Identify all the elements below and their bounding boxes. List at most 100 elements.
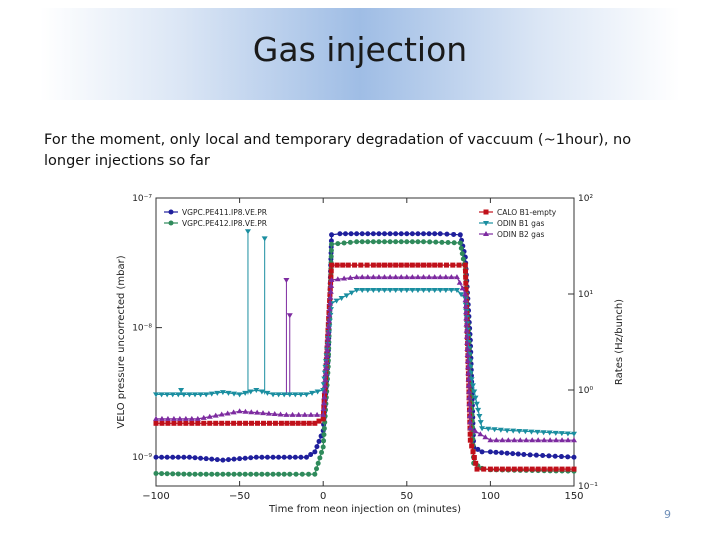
data-point [382, 231, 388, 237]
data-point [328, 282, 335, 288]
data-point [180, 392, 187, 398]
data-point [457, 240, 463, 246]
data-point [308, 452, 314, 458]
data-point [364, 288, 371, 294]
data-point [327, 294, 334, 300]
data-point [281, 454, 287, 460]
data-point [207, 420, 213, 426]
data-point [327, 298, 333, 304]
data-point [540, 453, 546, 459]
data-point [348, 231, 354, 237]
data-point [370, 262, 376, 268]
data-point [214, 471, 220, 477]
data-point [186, 454, 192, 460]
data-point [243, 420, 249, 426]
data-point [432, 231, 438, 237]
spike-marker [261, 236, 268, 242]
data-point [522, 429, 529, 435]
data-point [493, 449, 499, 455]
data-point [472, 428, 479, 434]
data-point [175, 471, 181, 477]
data-point [188, 415, 195, 421]
data-point [473, 460, 479, 466]
data-point [442, 288, 449, 294]
data-point [319, 449, 325, 455]
data-point [242, 455, 248, 461]
data-point [464, 345, 471, 351]
data-point [203, 392, 210, 398]
data-point [347, 239, 353, 245]
ticks-layer: −100 −50 0 50 100 150 10⁻⁹ 10⁻⁸ 10⁻⁷ 10⁻¹ 10⁰ 10¹ 10… [132, 194, 598, 502]
data-point [326, 312, 333, 318]
data-point [213, 420, 219, 426]
legend-left: VGPC.PE411.IP8.VE.PR VGPC.PE412.IP8.VE.PR [164, 208, 267, 228]
data-point [499, 437, 506, 443]
y-right-tick-label: 10² [578, 194, 593, 204]
data-point [466, 400, 473, 406]
data-point [481, 466, 487, 472]
data-point [260, 410, 267, 416]
data-point [354, 231, 360, 237]
data-point [260, 420, 266, 426]
data-point [345, 262, 351, 268]
data-point [259, 471, 265, 477]
data-point [168, 209, 174, 215]
data-point [370, 231, 376, 237]
data-point [552, 430, 559, 436]
data-point [409, 239, 415, 245]
data-point [571, 431, 577, 437]
data-point [517, 466, 523, 472]
data-point [264, 390, 271, 396]
data-point [281, 392, 288, 398]
data-point [511, 437, 518, 443]
data-point [409, 262, 415, 268]
data-point [153, 420, 159, 426]
data-point [426, 231, 432, 237]
data-point [553, 466, 559, 472]
data-point [465, 370, 472, 376]
data-point [448, 274, 455, 280]
data-point [479, 449, 485, 455]
data-point [535, 466, 541, 472]
data-point [354, 239, 360, 245]
data-point [463, 327, 470, 333]
data-point [324, 335, 331, 341]
data-point [225, 471, 231, 477]
data-point [214, 457, 220, 463]
data-point [460, 256, 466, 262]
data-point [303, 392, 310, 398]
data-point [325, 329, 332, 335]
legend-label: ODIN B2 gas [497, 230, 545, 239]
data-point [469, 383, 476, 389]
data-point [258, 389, 265, 395]
data-point [348, 290, 355, 296]
data-point [183, 420, 189, 426]
data-point [463, 286, 469, 292]
data-point [218, 411, 225, 417]
data-point [164, 415, 171, 421]
legend-label: ODIN B1 gas [497, 219, 545, 228]
data-point [359, 239, 365, 245]
data-point [272, 420, 278, 426]
data-point [431, 274, 438, 280]
data-point [314, 444, 320, 450]
data-point [317, 455, 323, 461]
data-point [197, 392, 204, 398]
data-point [465, 382, 472, 388]
data-point [439, 239, 445, 245]
data-point [277, 411, 284, 417]
data-point [328, 274, 334, 280]
data-point [326, 318, 333, 324]
data-point [159, 454, 165, 460]
data-point [493, 466, 499, 472]
data-point [323, 359, 330, 365]
data-point [225, 390, 232, 396]
data-point [393, 239, 399, 245]
data-point [276, 471, 282, 477]
data-point [338, 295, 345, 301]
data-point [553, 437, 560, 443]
data-point [403, 274, 410, 280]
data-point [165, 420, 171, 426]
data-point [398, 239, 404, 245]
data-point [198, 455, 204, 461]
